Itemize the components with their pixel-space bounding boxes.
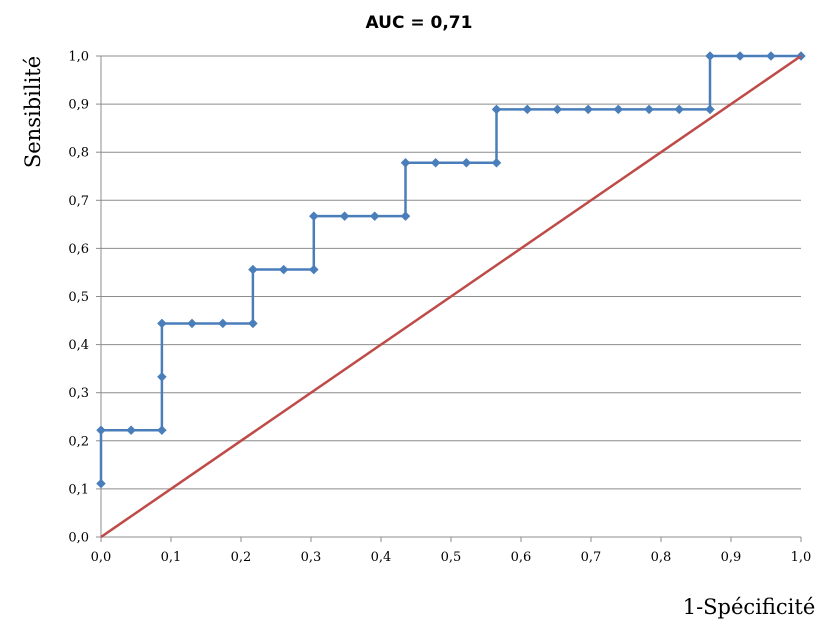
roc-curve — [99, 54, 801, 484]
roc-point — [613, 104, 624, 115]
roc-point — [157, 318, 167, 329]
x-tick-label: 0,6 — [511, 550, 532, 565]
y-tick-label: 0,5 — [68, 290, 89, 305]
roc-point — [96, 478, 106, 489]
x-tick-labels: 0,0 0,1 0,2 0,3 0,4 0,5 0,6 0,7 0,8 0,9 1,0 — [91, 550, 812, 565]
x-tick-label: 0,5 — [441, 550, 462, 565]
x-tick-label: 0,3 — [301, 550, 322, 565]
y-tick-label: 0,8 — [68, 146, 89, 161]
roc-point — [400, 157, 411, 168]
y-tick-labels: 0,0 0,1 0,2 0,3 0,4 0,5 0,6 0,7 0,8 0,9 1,0 — [68, 50, 89, 546]
roc-point — [157, 371, 167, 382]
y-axis-label: Sensibilité — [21, 56, 45, 168]
roc-point — [674, 104, 685, 115]
y-tick-label: 0,4 — [68, 338, 89, 353]
x-tick-label: 0,4 — [371, 550, 392, 565]
roc-point — [339, 211, 350, 222]
x-tick-label: 0,2 — [231, 550, 252, 565]
roc-point — [583, 104, 594, 115]
y-tick-label: 0,2 — [68, 434, 89, 449]
roc-point — [126, 425, 136, 436]
roc-point — [766, 51, 776, 61]
roc-point — [248, 318, 258, 329]
roc-point — [157, 425, 167, 436]
y-tick-label: 0,3 — [68, 386, 89, 401]
reference-line — [100, 54, 802, 539]
roc-point — [369, 211, 380, 222]
x-axis-label: 1-Spécificité — [683, 595, 816, 619]
roc-point — [248, 264, 258, 275]
y-tick-label: 0,0 — [68, 531, 89, 546]
chart-title: AUC = 0,71 — [366, 13, 473, 33]
y-tick-label: 1,0 — [68, 50, 89, 65]
roc-point — [278, 264, 289, 275]
y-tick-label: 0,9 — [68, 98, 89, 113]
x-tick-label: 0,7 — [581, 550, 602, 565]
roc-point — [491, 157, 502, 168]
y-tick-label: 0,7 — [68, 194, 89, 209]
roc-point — [491, 104, 502, 115]
roc-point — [96, 425, 106, 436]
roc-point — [522, 104, 533, 115]
roc-point — [552, 104, 563, 115]
x-tick-label: 1,0 — [791, 550, 812, 565]
roc-point — [308, 264, 319, 275]
x-tick-label: 0,8 — [651, 550, 672, 565]
roc-point — [217, 318, 228, 329]
roc-point — [430, 157, 441, 168]
roc-point — [461, 157, 472, 168]
y-tick-label: 0,1 — [68, 482, 89, 497]
roc-point — [400, 211, 411, 222]
x-tick-label: 0,1 — [161, 550, 182, 565]
roc-point — [644, 104, 654, 115]
y-tick-label: 0,6 — [68, 242, 89, 257]
roc-point — [705, 104, 715, 115]
x-tick-label: 0,9 — [721, 550, 742, 565]
x-tick-label: 0,0 — [91, 550, 112, 565]
roc-point — [705, 51, 715, 61]
roc-point — [308, 211, 319, 222]
roc-point — [187, 318, 197, 329]
series — [96, 51, 806, 539]
roc-point — [735, 51, 745, 61]
